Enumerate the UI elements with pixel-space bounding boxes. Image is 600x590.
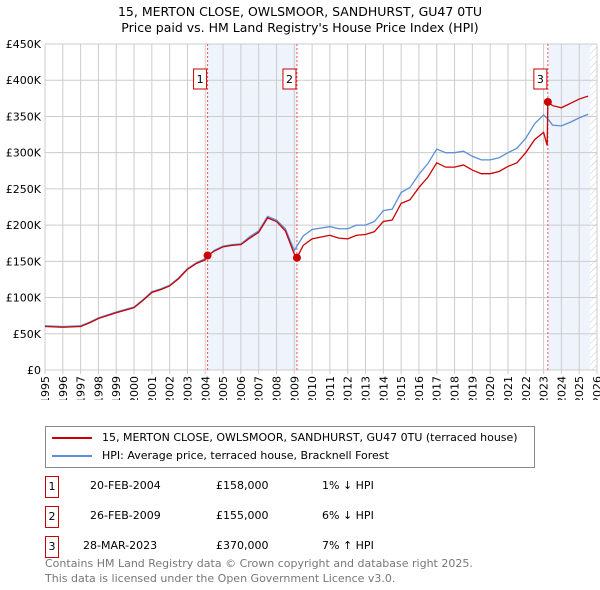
sale-row: 1 20-FEB-2004 £158,000 1% ↓ HPI <box>45 476 545 498</box>
x-tick-label: 2003 <box>181 376 194 400</box>
y-tick-label: £450K <box>6 38 42 51</box>
sale-row: 2 26-FEB-2009 £155,000 6% ↓ HPI <box>45 506 545 528</box>
chart-subtitle: Price paid vs. HM Land Registry's House … <box>121 20 479 35</box>
sale-label-box <box>282 68 297 90</box>
sale-price: £155,000 <box>216 509 269 522</box>
shaded-range-1 <box>547 44 590 370</box>
y-tick-label: £250K <box>6 183 42 196</box>
x-tick-label: 2019 <box>466 376 479 400</box>
x-tick-label: 2017 <box>431 376 444 400</box>
x-tick-label: 1995 <box>39 376 52 400</box>
x-tick-label: 2005 <box>217 376 230 400</box>
sale-date: 26-FEB-2009 <box>90 509 161 522</box>
x-tick-label: 2013 <box>360 376 373 400</box>
sale-point <box>543 97 552 106</box>
x-tick-label: 2007 <box>253 376 266 400</box>
y-tick-label: £100K <box>6 292 42 305</box>
hpi-line <box>44 113 589 328</box>
sale-row: 3 28-MAR-2023 £370,000 7% ↑ HPI <box>45 536 545 558</box>
x-tick-label: 2000 <box>128 376 141 400</box>
x-tick-label: 1999 <box>110 376 123 400</box>
footer-line-2: This data is licensed under the Open Gov… <box>45 572 396 585</box>
x-tick-label: 2014 <box>377 376 390 400</box>
sale-label: 1 <box>197 73 204 86</box>
sale-number: 3 <box>45 536 59 558</box>
x-tick-label: 2012 <box>342 376 355 400</box>
x-tick-label: 2001 <box>146 376 159 400</box>
y-tick-label: £150K <box>6 255 42 268</box>
x-tick-label: 2016 <box>413 376 426 400</box>
x-tick-label: 1998 <box>92 376 105 400</box>
y-tick-label: £400K <box>6 74 42 87</box>
sale-point <box>292 253 301 262</box>
y-tick-label: £50K <box>13 328 42 341</box>
price-chart: 1995 1996 1997 1998 1999 2000 2001 2002 2003 2004… <box>6 38 600 400</box>
sale-label: 3 <box>537 73 544 86</box>
legend-red-line <box>52 437 92 439</box>
sale-label-box <box>533 68 548 90</box>
chart-title: 15, MERTON CLOSE, OWLSMOOR, SANDHURST, G… <box>117 4 483 19</box>
footer-line-1: Contains HM Land Registry data © Crown c… <box>45 557 473 570</box>
x-tick-label: 2023 <box>538 376 551 400</box>
x-tick-label: 1996 <box>57 376 70 400</box>
sale-number: 1 <box>45 476 59 498</box>
y-tick-label: £300K <box>6 147 42 160</box>
x-tick-label: 1997 <box>75 376 88 400</box>
forecast-hatch <box>589 44 597 370</box>
sale-hpi-diff: 1% ↓ HPI <box>322 479 374 492</box>
sale-date: 28-MAR-2023 <box>83 539 158 552</box>
x-tick-label: 2006 <box>235 376 248 400</box>
x-tick-label: 2011 <box>324 376 337 400</box>
y-tick-label: £350K <box>6 110 42 123</box>
x-tick-label: 2025 <box>573 376 586 400</box>
sale-label-box <box>193 68 208 90</box>
sale-price: £158,000 <box>216 479 269 492</box>
legend-property: 15, MERTON CLOSE, OWLSMOOR, SANDHURST, G… <box>102 431 518 444</box>
sale-number: 2 <box>45 506 59 528</box>
x-tick-label: 2010 <box>306 376 319 400</box>
y-tick-label: £200K <box>6 219 42 232</box>
x-tick-label: 2004 <box>199 376 212 400</box>
x-tick-label: 2022 <box>520 376 533 400</box>
x-tick-label: 2021 <box>502 376 515 400</box>
sale-hpi-diff: 7% ↑ HPI <box>322 539 374 552</box>
sale-date: 20-FEB-2004 <box>90 479 161 492</box>
x-tick-label: 2026 <box>591 376 600 400</box>
legend: 15, MERTON CLOSE, OWLSMOOR, SANDHURST, G… <box>45 426 535 468</box>
x-tick-label: 2015 <box>395 376 408 400</box>
legend-hpi: HPI: Average price, terraced house, Brac… <box>102 449 389 462</box>
x-tick-label: 2018 <box>449 376 462 400</box>
x-tick-label: 2002 <box>164 376 177 400</box>
sale-hpi-diff: 6% ↓ HPI <box>322 509 374 522</box>
sale-price: £370,000 <box>216 539 269 552</box>
y-tick-label: £0 <box>27 364 41 377</box>
sale-point <box>203 251 212 260</box>
property-price-line <box>44 95 589 328</box>
legend-blue-line <box>52 455 92 457</box>
x-tick-label: 2008 <box>270 376 283 400</box>
shaded-range-0 <box>207 44 297 370</box>
x-tick-label: 2009 <box>288 376 301 400</box>
sale-label: 2 <box>286 73 293 86</box>
x-tick-label: 2024 <box>555 376 568 400</box>
x-tick-label: 2020 <box>484 376 497 400</box>
